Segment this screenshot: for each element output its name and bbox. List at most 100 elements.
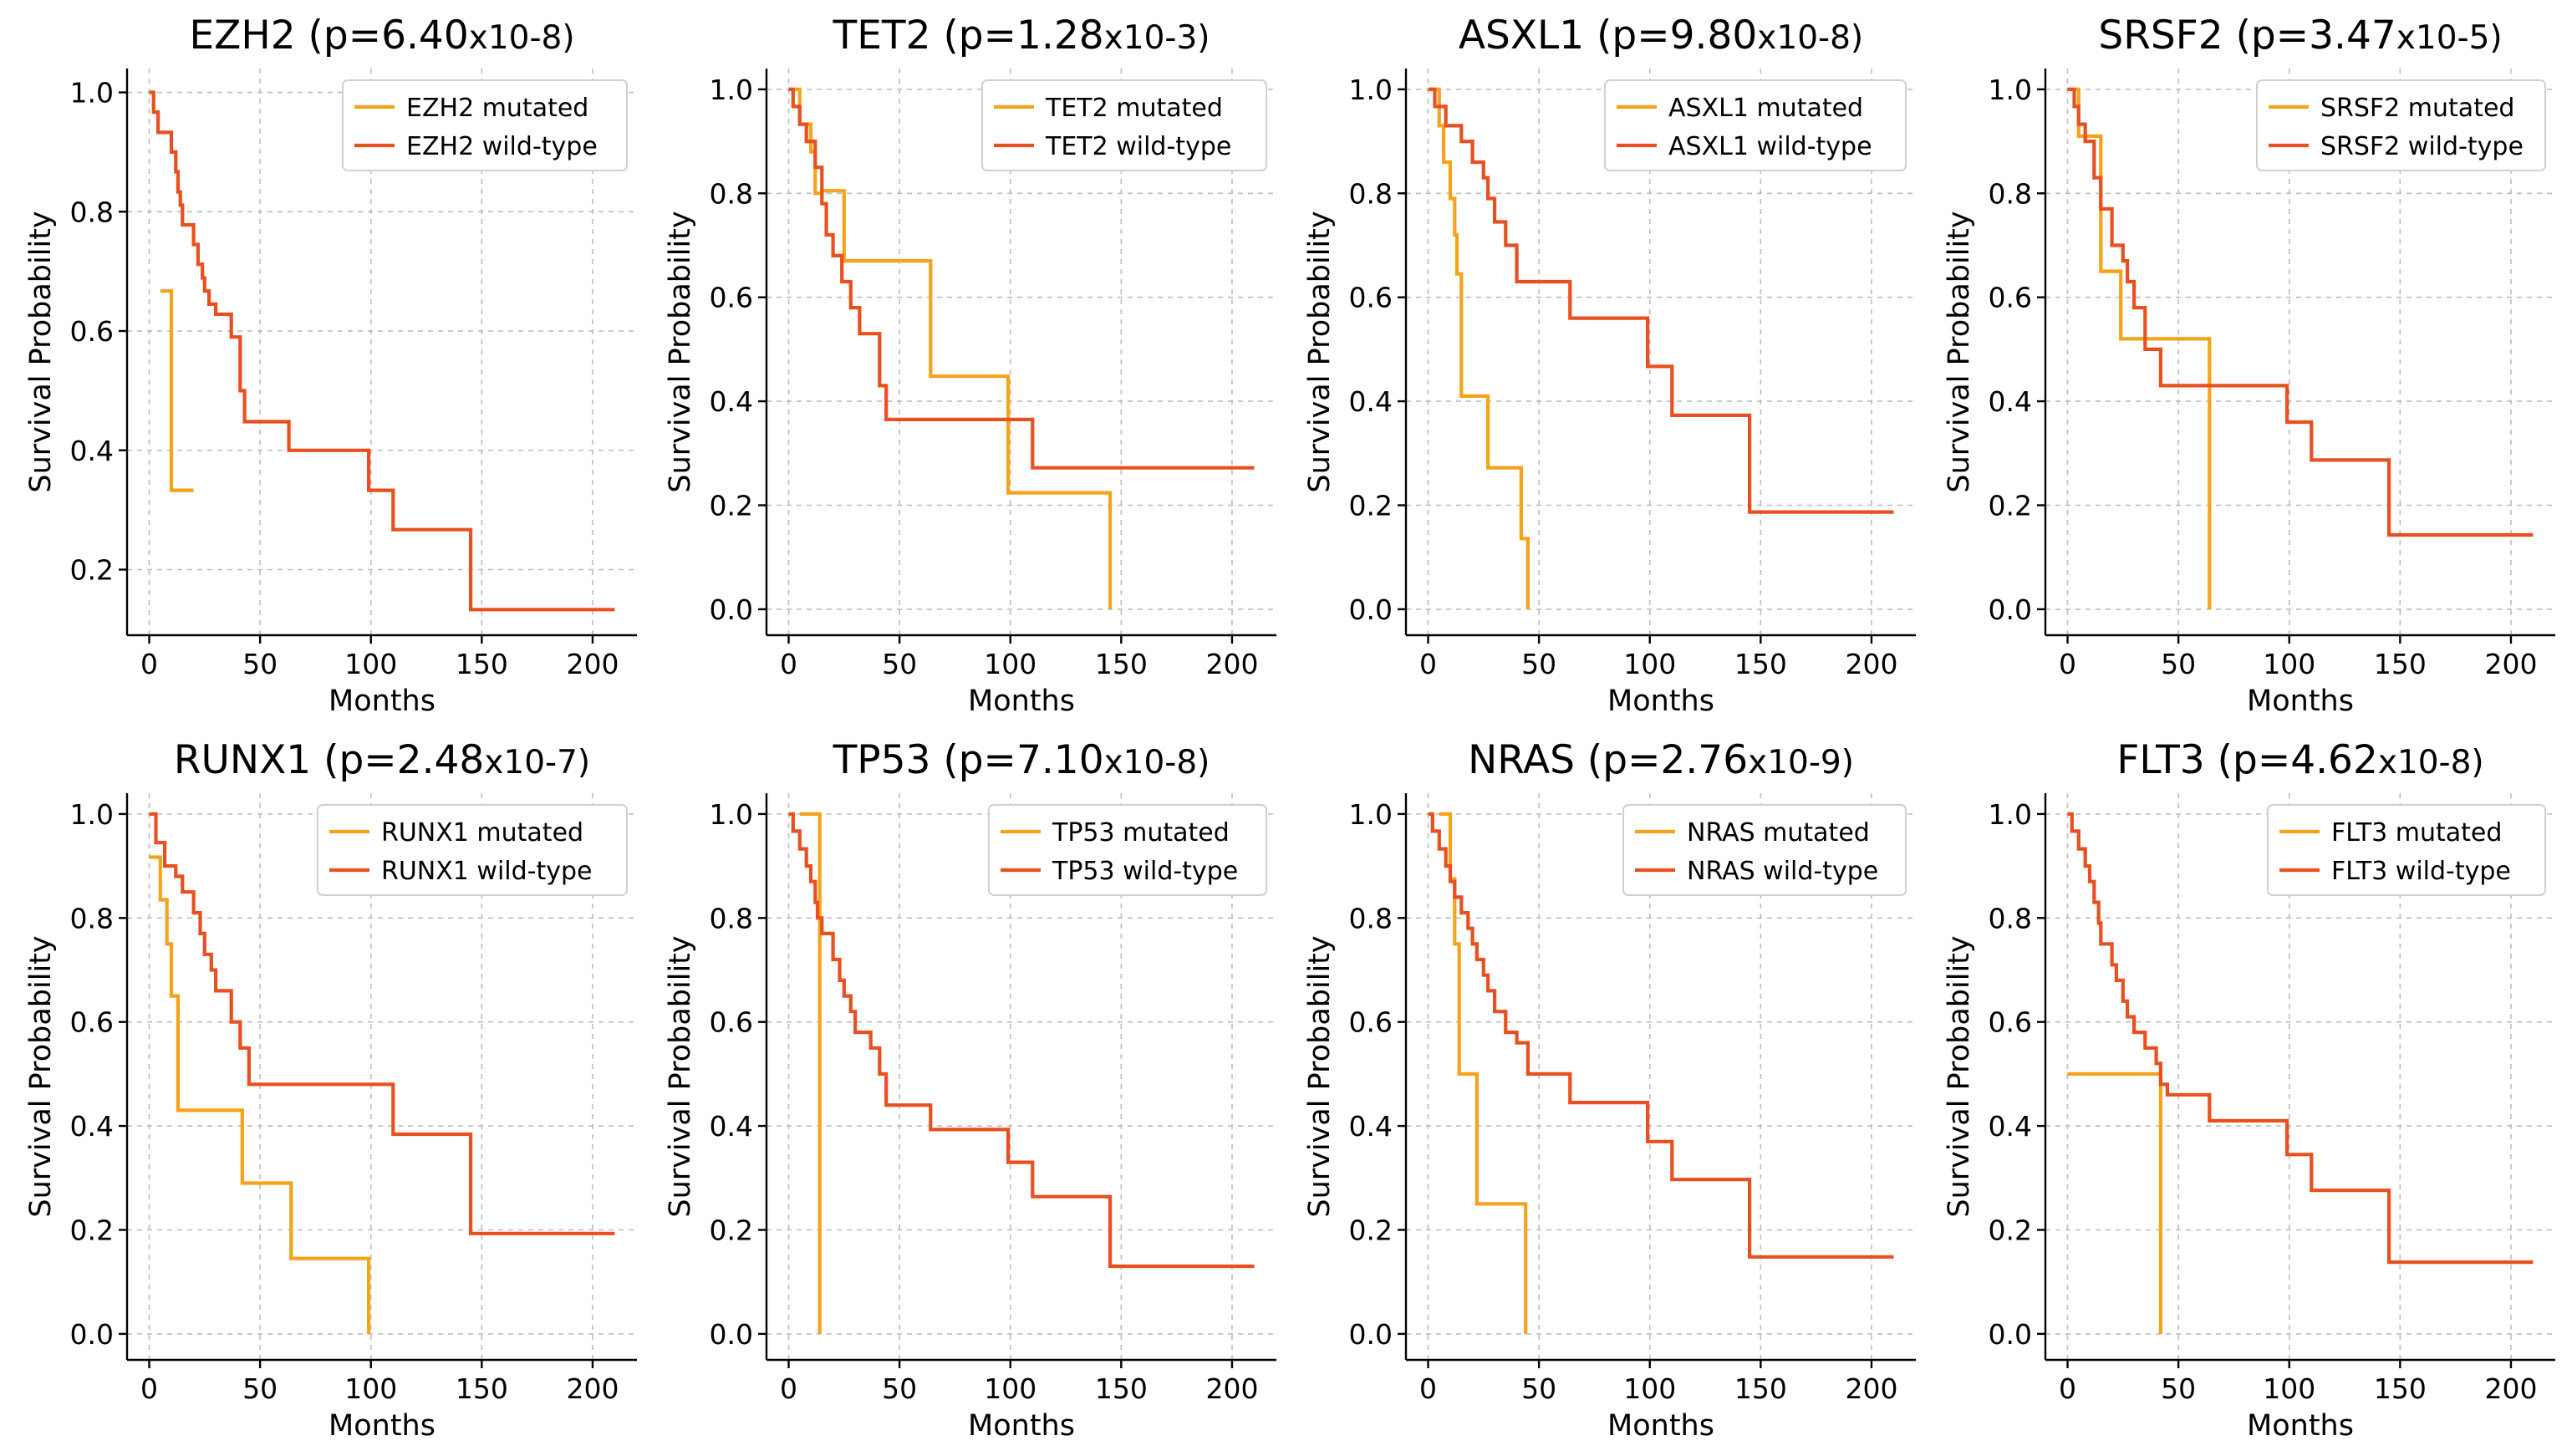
y-axis-label: Survival Probability (664, 211, 697, 492)
y-tick-label: 0.2 (710, 489, 753, 522)
chart-title: RUNX1 (p=2.48x10-7) (174, 737, 590, 783)
x-tick-label: 100 (984, 648, 1036, 680)
y-axis-label: Survival Probability (24, 211, 58, 492)
chart-title: EZH2 (p=6.40x10-8) (189, 13, 574, 59)
legend: TET2 mutated TET2 wild-type (981, 79, 1267, 171)
y-tick-label: 0.6 (1349, 1006, 1393, 1039)
legend: EZH2 mutated EZH2 wild-type (342, 79, 628, 171)
chart-title-main: ASXL1 (p=9.80 (1459, 13, 1757, 59)
legend-label-mutated: EZH2 mutated (406, 94, 588, 123)
chart-title-main: TET2 (p=1.28 (833, 13, 1104, 59)
chart-panel-1: 0 50 100 150 200 0.2 0.4 0.6 0.8 1.0 Months Surviva… (24, 13, 637, 718)
chart-panel-4: 0 50 100 150 200 0.0 0.2 0.4 0.6 0.8 1.0 Months Surv… (1943, 13, 2555, 718)
x-tick-label: 50 (2161, 1372, 2196, 1405)
y-tick-label: 0.6 (710, 282, 753, 314)
y-tick-label: 0.2 (70, 553, 114, 586)
x-tick-label: 100 (2263, 1372, 2315, 1405)
x-axis-label: Months (1607, 685, 1714, 718)
x-tick-label: 0 (780, 648, 797, 680)
chart-title-exponent: x10-8) (1757, 19, 1863, 57)
legend-frame (988, 804, 1267, 896)
legend-label-mutated: RUNX1 mutated (381, 818, 583, 848)
x-tick-label: 100 (2263, 648, 2315, 680)
legend-label-wildtype: ASXL1 wild-type (1668, 132, 1872, 161)
x-tick-label: 200 (566, 1372, 619, 1405)
x-axis-label: Months (329, 1409, 435, 1443)
legend-label-wildtype: TET2 wild-type (1045, 132, 1231, 161)
legend-frame (1622, 804, 1907, 896)
y-tick-label: 0.6 (1989, 1006, 2032, 1039)
chart-title: FLT3 (p=4.62x10-8) (2116, 737, 2483, 783)
series-line-mutated (149, 855, 371, 1334)
y-tick-label: 1.0 (1349, 798, 1393, 831)
y-tick-label: 0.6 (1349, 282, 1393, 314)
y-tick-label: 0.4 (1349, 1110, 1393, 1143)
x-tick-label: 150 (2374, 1372, 2427, 1405)
x-tick-label: 200 (566, 648, 619, 680)
y-tick-label: 0.6 (710, 1006, 753, 1039)
y-tick-label: 0.0 (710, 1318, 753, 1351)
x-tick-label: 150 (1734, 1372, 1787, 1405)
series-line-wildtype (1428, 87, 1894, 514)
legend-frame (981, 79, 1267, 171)
chart-title-main: TP53 (p=7.10 (833, 737, 1104, 783)
legend: SRSF2 mutated SRSF2 wild-type (2256, 79, 2546, 171)
series-line-mutated (2067, 1072, 2162, 1334)
y-tick-label: 1.0 (70, 798, 114, 831)
chart-title: TET2 (p=1.28x10-3) (833, 13, 1210, 59)
series-group (788, 812, 1255, 1334)
chart-title: TP53 (p=7.10x10-8) (833, 737, 1210, 783)
chart-title-exponent: x10-3) (1104, 19, 1210, 57)
grid (767, 793, 1276, 1360)
x-tick-label: 0 (2059, 1372, 2076, 1405)
x-tick-label: 0 (2059, 648, 2076, 680)
chart-panel-8: 0 50 100 150 200 0.0 0.2 0.4 0.6 0.8 1.0 Months Surv… (1943, 737, 2555, 1443)
y-tick-label: 1.0 (1349, 74, 1393, 106)
series-line-wildtype (788, 812, 1255, 1269)
x-axis-label: Months (968, 1409, 1075, 1443)
x-tick-label: 50 (2161, 648, 2196, 680)
x-tick-label: 0 (780, 1372, 797, 1405)
chart-title-exponent: x10-8) (469, 19, 575, 57)
legend-label-mutated: SRSF2 mutated (2320, 94, 2514, 123)
x-tick-label: 50 (882, 1372, 917, 1405)
series-group (1428, 87, 1894, 609)
x-tick-label: 150 (1095, 648, 1148, 680)
y-tick-label: 1.0 (70, 77, 114, 109)
chart-title-main: SRSF2 (p=3.47 (2098, 13, 2396, 59)
series-line-wildtype (788, 87, 1255, 470)
x-tick-label: 150 (1734, 648, 1787, 680)
chart-panel-5: 0 50 100 150 200 0.0 0.2 0.4 0.6 0.8 1.0 Months Surv… (24, 737, 637, 1443)
x-tick-label: 200 (2484, 1372, 2537, 1405)
y-tick-label: 0.8 (1989, 177, 2032, 210)
y-tick-label: 1.0 (710, 74, 753, 106)
y-tick-label: 0.0 (1349, 1318, 1393, 1351)
chart-title: ASXL1 (p=9.80x10-8) (1459, 13, 1863, 59)
x-tick-label: 150 (2374, 648, 2427, 680)
y-tick-label: 0.0 (70, 1318, 114, 1351)
y-axis-label: Survival Probability (1943, 211, 1976, 492)
grid (2045, 69, 2555, 635)
y-tick-label: 0.8 (1349, 902, 1393, 934)
series-line-mutated (2067, 87, 2212, 609)
legend-frame (317, 804, 628, 896)
series-line-mutated (1439, 812, 1528, 1334)
series-line-mutated (160, 289, 194, 492)
legend-label-wildtype: EZH2 wild-type (406, 132, 598, 161)
legend-label-mutated: FLT3 mutated (2331, 818, 2502, 848)
x-tick-label: 150 (456, 648, 508, 680)
chart-title-exponent: x10-9) (1748, 744, 1854, 781)
x-tick-label: 0 (1419, 1372, 1437, 1405)
chart-title-exponent: x10-8) (1104, 744, 1210, 781)
y-tick-label: 0.4 (1989, 1110, 2032, 1143)
legend: RUNX1 mutated RUNX1 wild-type (317, 804, 628, 896)
y-tick-label: 0.4 (1989, 385, 2032, 418)
series-group (2067, 812, 2534, 1334)
y-axis-label: Survival Probability (24, 935, 58, 1217)
y-tick-label: 0.8 (710, 177, 753, 210)
y-tick-label: 0.4 (1349, 385, 1393, 418)
legend-label-mutated: TP53 mutated (1052, 818, 1230, 848)
x-tick-label: 50 (242, 1372, 278, 1405)
y-tick-label: 1.0 (1989, 798, 2032, 831)
y-tick-label: 0.8 (70, 196, 114, 228)
